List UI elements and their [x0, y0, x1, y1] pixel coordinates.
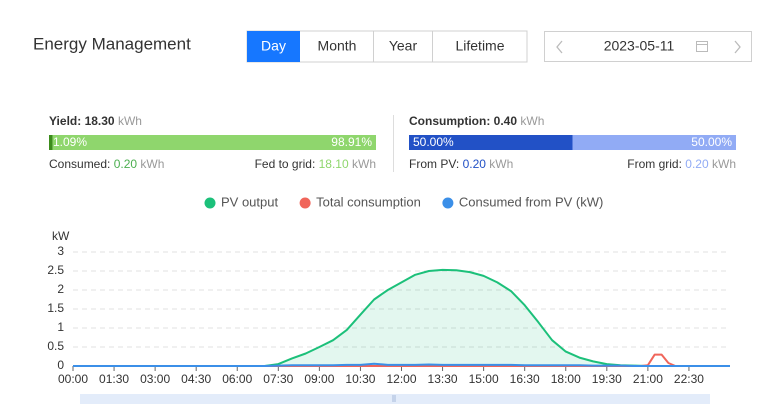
y-tick-label: 2.5	[47, 263, 64, 277]
yield-line: Yield: 18.30 kWh	[49, 114, 142, 128]
tab-label[interactable]: Lifetime	[455, 38, 504, 54]
yield-label: Yield:	[49, 114, 81, 128]
legend-label: Consumed from PV (kW)	[459, 194, 603, 209]
label: Fed to grid:	[255, 157, 316, 171]
consumed-line: Consumed: 0.20 kWh	[49, 157, 164, 171]
unit: kWh	[712, 157, 736, 171]
x-tick-label: 06:00	[222, 372, 252, 386]
series-area	[73, 269, 730, 366]
legend-marker	[299, 197, 311, 209]
fed-line: Fed to grid: 18.10 kWh	[255, 157, 376, 171]
date-box[interactable]	[544, 31, 752, 62]
x-tick-label: 12:00	[386, 372, 416, 386]
from-pv-line: From PV: 0.20 kWh	[409, 157, 513, 171]
unit: kWh	[489, 157, 513, 171]
y-tick-label: 3	[57, 244, 64, 258]
y-tick-label: 2	[57, 282, 64, 296]
tab-label[interactable]: Day	[261, 38, 286, 54]
value: 0.20	[685, 157, 709, 171]
unit: kWh	[352, 157, 376, 171]
bar-label: 50.00%	[691, 135, 732, 149]
period-tabs: Day Month Year Lifetime	[246, 30, 528, 63]
page-title: Energy Management	[33, 34, 191, 53]
label: From grid:	[627, 157, 682, 171]
label: Consumed:	[49, 157, 110, 171]
x-tick-label: 15:00	[469, 372, 499, 386]
value: 18.10	[319, 157, 349, 171]
bar-segment	[572, 135, 736, 150]
bar-label: 50.00%	[413, 135, 454, 149]
date-picker: 2023-05-11	[544, 31, 752, 62]
series-line	[73, 362, 730, 367]
calendar-icon[interactable]	[696, 41, 708, 52]
y-tick-label: 0.5	[47, 339, 64, 353]
x-tick-label: 00:00	[58, 372, 88, 386]
from-grid-line: From grid: 0.20 kWh	[627, 157, 736, 171]
zoom-slider	[80, 394, 710, 404]
bar-segment	[52, 135, 376, 150]
bar-label: 1.09%	[53, 135, 87, 149]
x-tick-label: 03:00	[140, 372, 170, 386]
consumption-value: 0.40	[494, 114, 518, 128]
x-tick-label: 07:30	[263, 372, 293, 386]
consumption-line: Consumption: 0.40 kWh	[409, 114, 544, 128]
next-arrow[interactable]	[734, 40, 741, 54]
x-tick-label: 04:30	[181, 372, 211, 386]
prev-arrow[interactable]	[556, 40, 563, 54]
legend-label: PV output	[221, 194, 278, 209]
x-tick-label: 13:30	[428, 372, 458, 386]
yield-value: 18.30	[85, 114, 115, 128]
legend-marker	[204, 197, 216, 209]
consumption-unit: kWh	[520, 114, 544, 128]
x-tick-label: 10:30	[345, 372, 375, 386]
x-tick-label: 16:30	[510, 372, 540, 386]
date-text[interactable]: 2023-05-11	[604, 38, 675, 54]
bar-label: 98.91%	[331, 135, 372, 149]
x-tick-label: 01:30	[99, 372, 129, 386]
bar-segment	[409, 135, 573, 150]
x-tick-label: 18:00	[551, 372, 581, 386]
y-tick-label: 1	[57, 320, 64, 334]
y-axis-unit: kW	[52, 229, 70, 243]
value: 0.20	[114, 157, 138, 171]
legend-marker	[442, 197, 454, 209]
x-tick-label: 21:00	[633, 372, 663, 386]
bar-segment	[49, 135, 53, 150]
chart: kW PV output Total consumption Consumed fr…	[47, 194, 730, 386]
yield-unit: kWh	[118, 114, 142, 128]
tab-label[interactable]: Year	[389, 38, 418, 54]
y-tick-label: 0	[57, 358, 64, 372]
tab-day[interactable]	[247, 31, 300, 62]
value: 0.20	[463, 157, 487, 171]
legend-label: Total consumption	[316, 194, 421, 209]
tab-label[interactable]: Month	[318, 38, 357, 54]
slider-handle[interactable]	[392, 395, 396, 402]
x-tick-label: 22:30	[674, 372, 704, 386]
x-tick-label: 19:30	[592, 372, 622, 386]
label: From PV:	[409, 157, 459, 171]
y-tick-label: 1.5	[47, 301, 64, 315]
x-tick-label: 09:00	[304, 372, 334, 386]
yield-bar: 1.09% 98.91%	[49, 135, 376, 150]
consumption-bar: 50.00% 50.00%	[409, 135, 736, 150]
consumption-label: Consumption:	[409, 114, 490, 128]
unit: kWh	[140, 157, 164, 171]
